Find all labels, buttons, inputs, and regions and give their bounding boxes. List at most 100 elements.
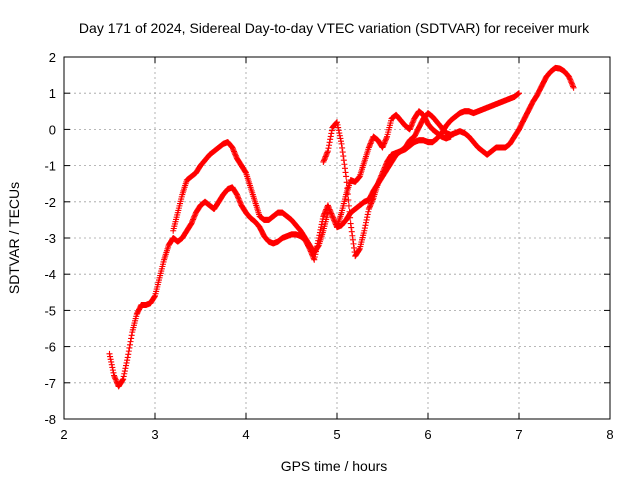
data-point: [325, 203, 332, 210]
data-point: [321, 156, 328, 163]
series-2: [170, 139, 331, 256]
data-point: [111, 372, 118, 379]
data-point: [320, 213, 327, 220]
data-point: [119, 377, 126, 384]
y-tick-label: -4: [44, 267, 56, 282]
data-point: [113, 377, 120, 384]
data-point: [365, 144, 372, 151]
data-point: [347, 220, 354, 227]
data-point: [112, 375, 119, 382]
data-point: [408, 122, 415, 129]
x-tick-label: 5: [333, 427, 340, 442]
data-point: [126, 344, 133, 351]
data-point: [188, 219, 195, 226]
data-point: [107, 356, 114, 363]
data-point: [366, 141, 373, 148]
data-point: [232, 151, 239, 158]
x-tick-label: 2: [60, 427, 67, 442]
data-point: [191, 213, 198, 220]
data-point: [126, 341, 133, 348]
data-point: [406, 126, 413, 133]
data-point: [364, 211, 371, 218]
data-point: [318, 224, 325, 231]
data-point: [361, 227, 368, 234]
data-point: [327, 133, 334, 140]
data-point: [407, 125, 414, 132]
data-point: [109, 367, 116, 374]
data-point: [369, 196, 376, 203]
data-point: [340, 157, 347, 164]
data-point: [125, 348, 132, 355]
data-point: [121, 370, 128, 377]
data-point: [362, 222, 369, 229]
data-point: [365, 206, 372, 213]
x-tick-label: 7: [515, 427, 522, 442]
data-point: [361, 225, 368, 232]
y-tick-label: -2: [44, 195, 56, 210]
data-point: [410, 118, 417, 125]
data-point: [311, 254, 318, 261]
data-point: [380, 168, 387, 175]
data-point: [567, 76, 574, 83]
data-point: [190, 216, 197, 223]
data-point: [128, 335, 135, 342]
series-1: [106, 90, 522, 390]
data-point: [324, 202, 331, 209]
data-point: [379, 144, 386, 151]
data-point: [328, 130, 335, 137]
data-point: [382, 136, 389, 143]
data-point: [336, 130, 343, 137]
data-point: [322, 153, 329, 160]
y-tick-label: -1: [44, 159, 56, 174]
data-point: [229, 145, 236, 152]
y-tick-label: -8: [44, 412, 56, 427]
data-point: [236, 196, 243, 203]
data-point: [320, 158, 327, 165]
data-point: [107, 353, 114, 360]
data-point: [349, 236, 356, 243]
y-tick-label: 1: [49, 86, 56, 101]
data-point: [355, 174, 362, 181]
data-point: [110, 369, 117, 376]
data-point: [310, 255, 317, 262]
data-point: [112, 376, 119, 383]
data-point: [570, 84, 577, 91]
data-point: [383, 134, 390, 141]
data-point: [382, 161, 389, 168]
data-point: [374, 180, 381, 187]
data-point: [447, 133, 454, 140]
data-point: [120, 373, 127, 380]
data-point: [409, 119, 416, 126]
data-point: [381, 139, 388, 146]
data-point: [188, 220, 195, 227]
data-point: [348, 224, 355, 231]
data-point: [121, 368, 128, 375]
data-point: [327, 136, 334, 143]
data-point: [323, 152, 330, 159]
data-point: [380, 143, 387, 150]
axis-ticks: 2 3 4 5 6 7 8 -8 -7 -6 -5 -4 -3 -2 -1 0 1 2: [44, 50, 613, 442]
data-point: [191, 212, 198, 219]
data-point: [377, 175, 384, 182]
data-point: [516, 90, 522, 97]
data-point: [108, 361, 115, 368]
data-point: [120, 376, 127, 383]
x-axis-title: GPS time / hours: [281, 458, 388, 474]
data-point: [365, 208, 372, 215]
data-point: [381, 165, 388, 172]
data-point: [379, 169, 386, 176]
data-point: [341, 165, 348, 172]
y-tick-label: -3: [44, 231, 56, 246]
y-tick-label: 0: [49, 122, 56, 137]
data-point: [378, 172, 385, 179]
data-point: [124, 357, 131, 364]
data-point: [189, 217, 196, 224]
data-point: [566, 73, 573, 80]
data-point: [350, 240, 357, 247]
y-tick-label: -5: [44, 303, 56, 318]
data-point: [348, 228, 355, 235]
data-point: [366, 203, 373, 210]
data-point: [345, 196, 352, 203]
data-point: [237, 199, 244, 206]
